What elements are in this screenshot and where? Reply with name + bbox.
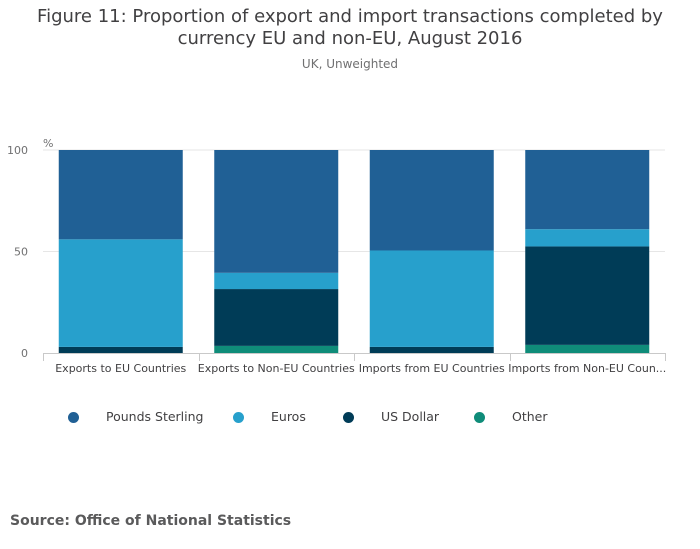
bar-euros-4 [525,229,650,247]
x-tick-label-2: Exports to Non-EU Countries [198,362,355,375]
axes: 0 50 100% Exports to EU Countries Exports to… [7,137,666,375]
legend-swatch-icon [68,411,79,423]
chart-title: Figure 11: Proportion of export and impo… [0,6,700,50]
bars [58,150,650,353]
legend-item-other[interactable]: Other [474,408,548,426]
bar-other-4 [525,344,650,353]
x-tick-label-1: Exports to EU Countries [55,362,186,375]
legend-item-euros[interactable]: Euros [233,408,306,426]
y-tick-label-50: 50 [14,246,28,259]
source-note: Source: Office of National Statistics [10,513,292,529]
stacked-bar-chart: 0 50 100% Exports to EU Countries Exports to… [7,137,666,375]
legend-label: Other [512,409,548,424]
bar-euros-2 [214,272,339,290]
chart-subtitle: UK, Unweighted [301,57,399,71]
legend-label: Pounds Sterling [106,409,204,424]
x-tick-label-4: Imports from Non-EU Coun... [508,362,666,375]
legend-label: US Dollar [381,409,440,424]
legend-swatch-icon [343,411,354,423]
bar-pounds-sterling-1 [58,150,183,240]
bar-euros-1 [58,239,183,347]
legend-item-us-dollar[interactable]: US Dollar [343,408,439,426]
legend-label: Euros [271,409,306,424]
bar-us-dollar-2 [214,289,339,346]
y-tick-label-0: 0 [21,347,28,360]
chart-title-line-1: Figure 11: Proportion of export and impo… [37,6,663,27]
bar-us-dollar-4 [525,246,650,345]
x-tick-label-3: Imports from EU Countries [359,362,505,375]
bar-other-2 [214,345,339,353]
legend-swatch-icon [474,411,485,423]
legend-swatch-icon [233,411,244,423]
legend-item-pounds-sterling[interactable]: Pounds Sterling [68,408,203,426]
bar-pounds-sterling-2 [214,150,339,273]
y-tick-label-100: 100 [7,144,28,157]
bar-euros-3 [369,250,494,347]
y-axis-label: % [43,137,53,150]
bar-us-dollar-3 [369,346,494,353]
bar-us-dollar-1 [58,346,183,353]
bar-pounds-sterling-3 [369,150,494,251]
bar-pounds-sterling-4 [525,150,650,230]
chart-title-line-2: currency EU and non-EU, August 2016 [177,28,523,49]
